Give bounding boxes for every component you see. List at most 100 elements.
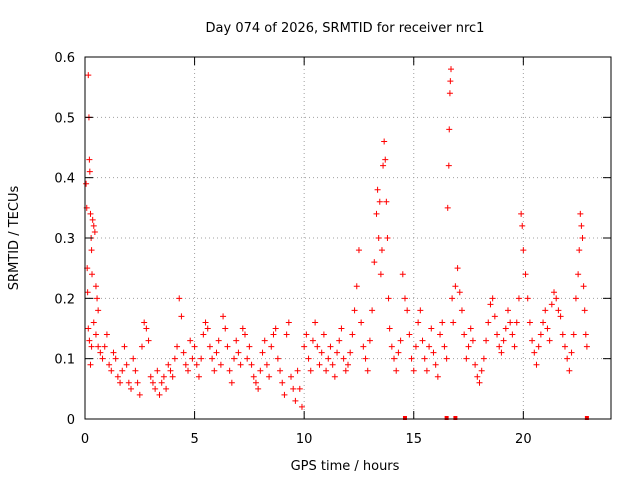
data-point: [156, 391, 163, 398]
data-point: [376, 198, 383, 205]
x-tick-label: 20: [515, 432, 532, 447]
data-point: [209, 355, 216, 362]
data-point: [384, 235, 391, 241]
data-point: [248, 361, 255, 368]
data-point: [90, 222, 97, 229]
data-point: [298, 403, 305, 410]
data-point: [252, 379, 259, 386]
data-point: [551, 289, 558, 296]
data-point: [101, 343, 108, 350]
data-point: [524, 295, 531, 302]
data-point: [578, 222, 585, 229]
data-point: [338, 325, 345, 332]
data-point: [90, 319, 97, 326]
data-point: [259, 349, 266, 356]
data-point: [154, 367, 161, 374]
data-point: [285, 319, 292, 326]
data-point: [437, 331, 444, 338]
data-point: [410, 367, 417, 374]
data-point: [257, 367, 264, 374]
data-point: [134, 379, 141, 386]
data-point: [529, 337, 536, 344]
data-point: [426, 343, 433, 350]
data-point: [119, 367, 126, 374]
data-point: [522, 271, 529, 278]
data-point: [292, 397, 299, 404]
data-point: [378, 247, 385, 254]
data-point: [504, 307, 511, 314]
data-point: [206, 343, 213, 350]
data-point: [95, 307, 102, 314]
x-axis-ticks: 0 5 10 15 20: [81, 57, 532, 447]
data-point: [580, 283, 587, 290]
data-point: [491, 313, 498, 320]
data-point: [485, 319, 492, 326]
data-point: [106, 361, 113, 368]
data-point: [465, 343, 472, 350]
data-point: [520, 247, 527, 254]
data-point: [362, 355, 369, 362]
data-point: [371, 259, 378, 266]
data-point: [279, 379, 286, 386]
y-axis-label: SRMTID / TECUs: [7, 186, 22, 291]
data-point: [531, 349, 538, 356]
data-point: [147, 373, 154, 380]
data-point: [483, 337, 490, 344]
data-point: [382, 156, 389, 163]
data-point: [583, 343, 590, 350]
data-point: [303, 331, 310, 338]
data-point: [261, 337, 268, 344]
data-point: [423, 367, 430, 374]
data-point: [316, 361, 323, 368]
data-point: [555, 307, 562, 314]
data-point: [84, 289, 91, 296]
data-point: [373, 210, 380, 217]
data-point: [476, 379, 483, 386]
data-point: [169, 373, 176, 380]
data-point: [231, 355, 238, 362]
zero-marker: [402, 416, 407, 420]
data-point: [509, 331, 516, 338]
data-point: [110, 349, 117, 356]
data-point: [92, 331, 99, 338]
data-point: [544, 325, 551, 332]
data-point: [345, 361, 351, 368]
data-point: [419, 337, 426, 344]
data-point: [213, 349, 220, 356]
data-point: [233, 337, 240, 344]
data-point: [305, 355, 312, 362]
data-point: [309, 337, 316, 344]
data-point: [401, 295, 408, 302]
y-tick-label: 0.3: [54, 232, 75, 247]
data-point: [443, 355, 450, 362]
data-point: [145, 337, 152, 344]
data-point: [263, 361, 270, 368]
data-point: [507, 319, 514, 326]
y-tick-label: 0.1: [54, 353, 75, 368]
data-point: [152, 385, 159, 392]
data-point: [576, 247, 583, 254]
data-point: [408, 355, 415, 362]
y-tick-label: 0.4: [54, 172, 75, 187]
data-point: [432, 361, 439, 368]
data-point: [487, 301, 494, 308]
data-point: [404, 307, 411, 314]
data-point: [314, 343, 321, 350]
data-point: [132, 367, 139, 374]
data-point: [171, 355, 178, 362]
data-point: [478, 367, 485, 374]
data-point: [97, 349, 104, 356]
data-point: [138, 343, 145, 350]
data-point: [582, 331, 589, 338]
data-point: [434, 373, 441, 380]
data-point: [185, 367, 192, 374]
data-point: [204, 325, 211, 332]
data-point: [130, 355, 137, 362]
data-point: [268, 343, 275, 350]
data-point: [200, 331, 207, 338]
data-point: [189, 355, 196, 362]
data-point: [277, 367, 284, 374]
data-point: [125, 379, 132, 386]
data-point: [211, 367, 218, 374]
